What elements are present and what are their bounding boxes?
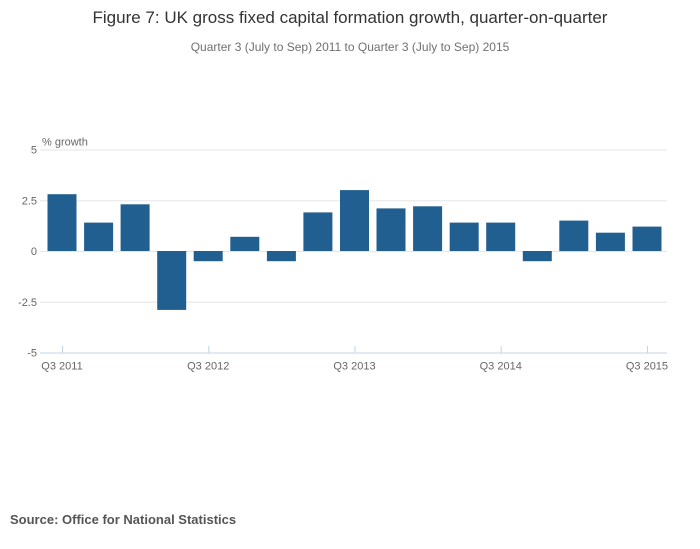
- source-attribution: Source: Office for National Statistics: [10, 512, 237, 527]
- x-axis-tick-label: Q3 2014: [480, 361, 522, 373]
- bar[interactable]: [84, 222, 114, 251]
- y-axis-tick-label: 2.5: [22, 195, 37, 207]
- bar[interactable]: [413, 206, 443, 251]
- bar[interactable]: [376, 208, 406, 251]
- bar[interactable]: [266, 251, 296, 262]
- bar[interactable]: [193, 251, 223, 262]
- bar[interactable]: [303, 212, 333, 251]
- x-axis-tick-label: Q3 2012: [187, 361, 229, 373]
- bar[interactable]: [120, 204, 150, 251]
- bar[interactable]: [595, 232, 625, 251]
- bar[interactable]: [522, 251, 552, 262]
- bar[interactable]: [486, 222, 516, 251]
- bar[interactable]: [47, 194, 77, 251]
- bar[interactable]: [230, 236, 260, 251]
- bar[interactable]: [157, 251, 187, 310]
- chart-title: Figure 7: UK gross fixed capital formati…: [92, 8, 608, 27]
- bar[interactable]: [449, 222, 479, 251]
- x-axis-tick-label: Q3 2011: [41, 361, 82, 373]
- bar[interactable]: [632, 226, 662, 251]
- x-axis-tick-label: Q3 2013: [333, 361, 375, 373]
- chart-subtitle: Quarter 3 (July to Sep) 2011 to Quarter …: [190, 40, 510, 54]
- y-axis-tick-label: -2.5: [18, 297, 37, 309]
- bar[interactable]: [340, 190, 369, 251]
- y-axis-tick-label: 5: [31, 145, 37, 157]
- y-axis-tick-label: 0: [31, 246, 37, 258]
- bar[interactable]: [559, 220, 589, 252]
- y-axis-title: % growth: [42, 137, 88, 149]
- y-axis-tick-label: -5: [27, 348, 37, 360]
- x-axis-tick-label: Q3 2015: [626, 361, 668, 373]
